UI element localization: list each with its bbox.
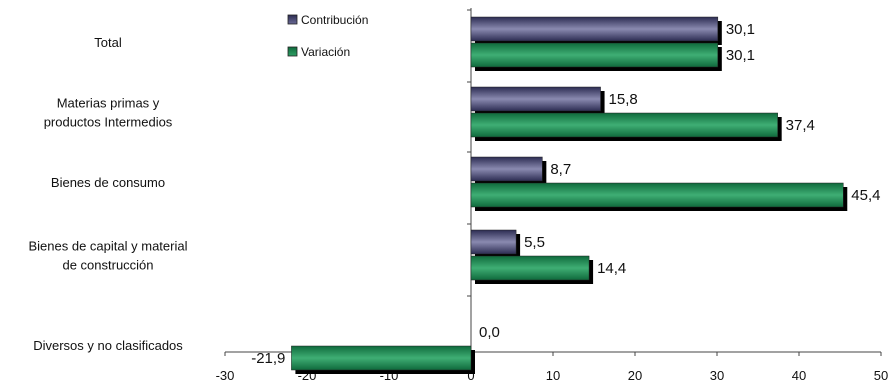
legend-label: Contribución [301,13,368,27]
bar-contribucion [470,229,517,255]
category-label: Bienes de consumo [51,175,165,190]
bar-variacion [470,112,778,138]
bar-variacion [470,42,719,68]
data-label: 30,1 [726,21,755,38]
legend-swatch [287,14,298,25]
x-tick-label: 30 [710,368,724,383]
labels-layer: Total Materias primas y productos Intermed… [29,21,881,367]
category-label-line: Materias primas y [57,96,160,111]
data-label: 45,4 [851,187,880,204]
data-label: 37,4 [786,117,815,134]
data-label: 5,5 [524,234,545,251]
category-label-line: productos Intermedios [44,115,173,130]
bar-contribucion [470,156,543,182]
category-label: Materias primas y productos Intermedios [44,96,173,130]
data-label: 8,7 [550,161,571,178]
x-tick-label: -30 [216,368,235,383]
bar-variacion [470,182,844,208]
legend-item: Variación [287,45,350,59]
bar-variacion [291,345,472,371]
category-label-line: Diversos y no clasificados [33,338,183,353]
data-label: 15,8 [609,91,638,108]
bar-contribucion [470,16,719,42]
legend-swatch [287,46,298,57]
category-label: Total [94,35,122,50]
legend-item: Contribución [287,13,368,27]
category-label: Diversos y no clasificados [33,338,183,353]
category-label-line: Bienes de consumo [51,175,165,190]
category-label-line: de construcción [62,258,153,273]
legend: Contribución Variación [287,13,368,59]
bar-variacion [470,255,590,281]
data-label: 0,0 [479,324,500,341]
x-tick-label: 0 [467,368,474,383]
x-tick-label: 10 [546,368,560,383]
data-label: -21,9 [251,350,285,367]
data-label: 30,1 [726,47,755,64]
category-label-line: Bienes de capital y material [29,239,188,254]
x-tick-label: 20 [628,368,642,383]
bar-contribucion [470,86,601,112]
x-tick-label: 50 [874,368,888,383]
legend-label: Variación [301,45,350,59]
x-tick-label: 40 [792,368,806,383]
bars-layer [291,16,848,374]
category-label-line: Total [94,35,122,50]
category-label: Bienes de capital y material de construcc… [29,239,188,273]
data-label: 14,4 [597,260,626,277]
